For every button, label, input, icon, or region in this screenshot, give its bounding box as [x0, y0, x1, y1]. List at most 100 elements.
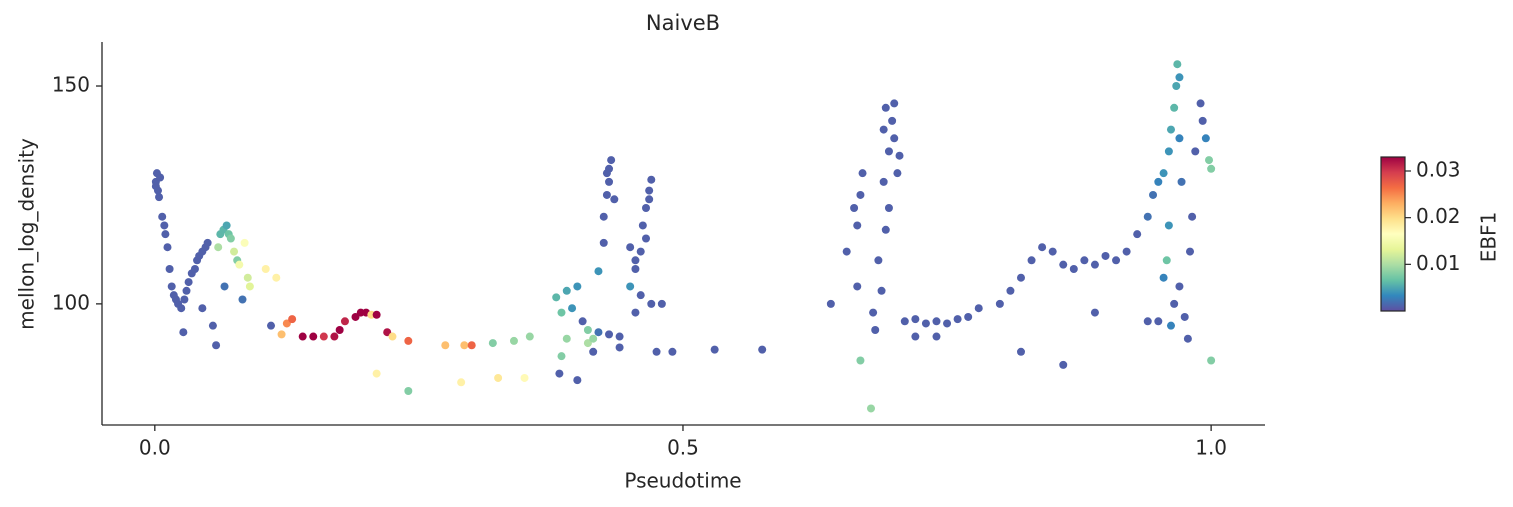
- point: [1027, 256, 1036, 265]
- point: [1143, 317, 1152, 326]
- point: [555, 369, 564, 378]
- point: [647, 175, 656, 184]
- point: [1198, 116, 1207, 125]
- point: [1159, 169, 1168, 178]
- point: [230, 247, 239, 256]
- point: [1016, 273, 1025, 282]
- point: [605, 177, 614, 186]
- point: [911, 332, 920, 341]
- point: [222, 221, 231, 230]
- point: [309, 332, 318, 341]
- point: [657, 299, 666, 308]
- point: [1166, 125, 1175, 134]
- point: [467, 341, 476, 350]
- point: [335, 326, 344, 335]
- point: [155, 193, 164, 202]
- point: [866, 404, 875, 413]
- point: [874, 256, 883, 265]
- point: [758, 345, 767, 354]
- point: [1170, 103, 1179, 112]
- point: [182, 286, 191, 295]
- point: [856, 356, 865, 365]
- point: [190, 265, 199, 274]
- point: [888, 116, 897, 125]
- point: [1175, 134, 1184, 143]
- point: [879, 177, 888, 186]
- point: [1162, 256, 1171, 265]
- point: [826, 299, 835, 308]
- point: [615, 343, 624, 352]
- point: [631, 265, 640, 274]
- point: [853, 221, 862, 230]
- point: [881, 225, 890, 234]
- point: [594, 328, 603, 337]
- point: [1154, 317, 1163, 326]
- point: [1080, 256, 1089, 265]
- point: [177, 304, 186, 313]
- point: [602, 190, 611, 199]
- point: [1016, 347, 1025, 356]
- point: [1122, 247, 1131, 256]
- point: [877, 286, 886, 295]
- point: [1038, 243, 1047, 252]
- point: [404, 387, 413, 396]
- point: [568, 304, 577, 313]
- colorbar-tick-label: 0.02: [1416, 204, 1461, 228]
- point: [645, 186, 654, 195]
- point: [995, 299, 1004, 308]
- point: [964, 312, 973, 321]
- point: [1201, 134, 1210, 143]
- point: [243, 273, 252, 282]
- point: [220, 282, 229, 291]
- point: [441, 341, 450, 350]
- point: [1069, 265, 1078, 274]
- point: [460, 341, 469, 350]
- point: [340, 317, 349, 326]
- y-tick-label: 150: [52, 73, 90, 97]
- point: [645, 195, 654, 204]
- point: [184, 278, 193, 287]
- point: [1205, 156, 1214, 165]
- point: [245, 282, 254, 291]
- point: [161, 230, 170, 239]
- point: [1173, 60, 1182, 69]
- point: [869, 308, 878, 317]
- point: [1180, 312, 1189, 321]
- point: [203, 238, 212, 247]
- point: [494, 373, 503, 382]
- point: [615, 332, 624, 341]
- points: [151, 60, 1216, 413]
- point: [383, 328, 392, 337]
- chart-title: NaiveB: [646, 11, 720, 35]
- point: [1143, 212, 1152, 221]
- point: [156, 173, 165, 182]
- point: [1149, 190, 1158, 199]
- point: [589, 334, 598, 343]
- point: [180, 295, 189, 304]
- point: [599, 212, 608, 221]
- point: [288, 315, 297, 324]
- point: [856, 190, 865, 199]
- point: [525, 332, 534, 341]
- point: [599, 238, 608, 247]
- point: [1186, 247, 1195, 256]
- point: [921, 319, 930, 328]
- point: [1191, 147, 1200, 156]
- point: [1112, 256, 1121, 265]
- point: [871, 326, 880, 335]
- point: [1170, 299, 1179, 308]
- point: [1188, 212, 1197, 221]
- point: [158, 212, 167, 221]
- point: [879, 125, 888, 134]
- point: [853, 282, 862, 291]
- point: [652, 347, 661, 356]
- point: [932, 332, 941, 341]
- point: [636, 291, 645, 300]
- colorbar-tick-label: 0.01: [1416, 251, 1461, 275]
- point: [583, 339, 592, 348]
- point: [509, 336, 518, 345]
- y-tick-label: 100: [52, 290, 90, 314]
- point: [214, 243, 223, 252]
- point: [602, 169, 611, 178]
- point: [160, 221, 169, 230]
